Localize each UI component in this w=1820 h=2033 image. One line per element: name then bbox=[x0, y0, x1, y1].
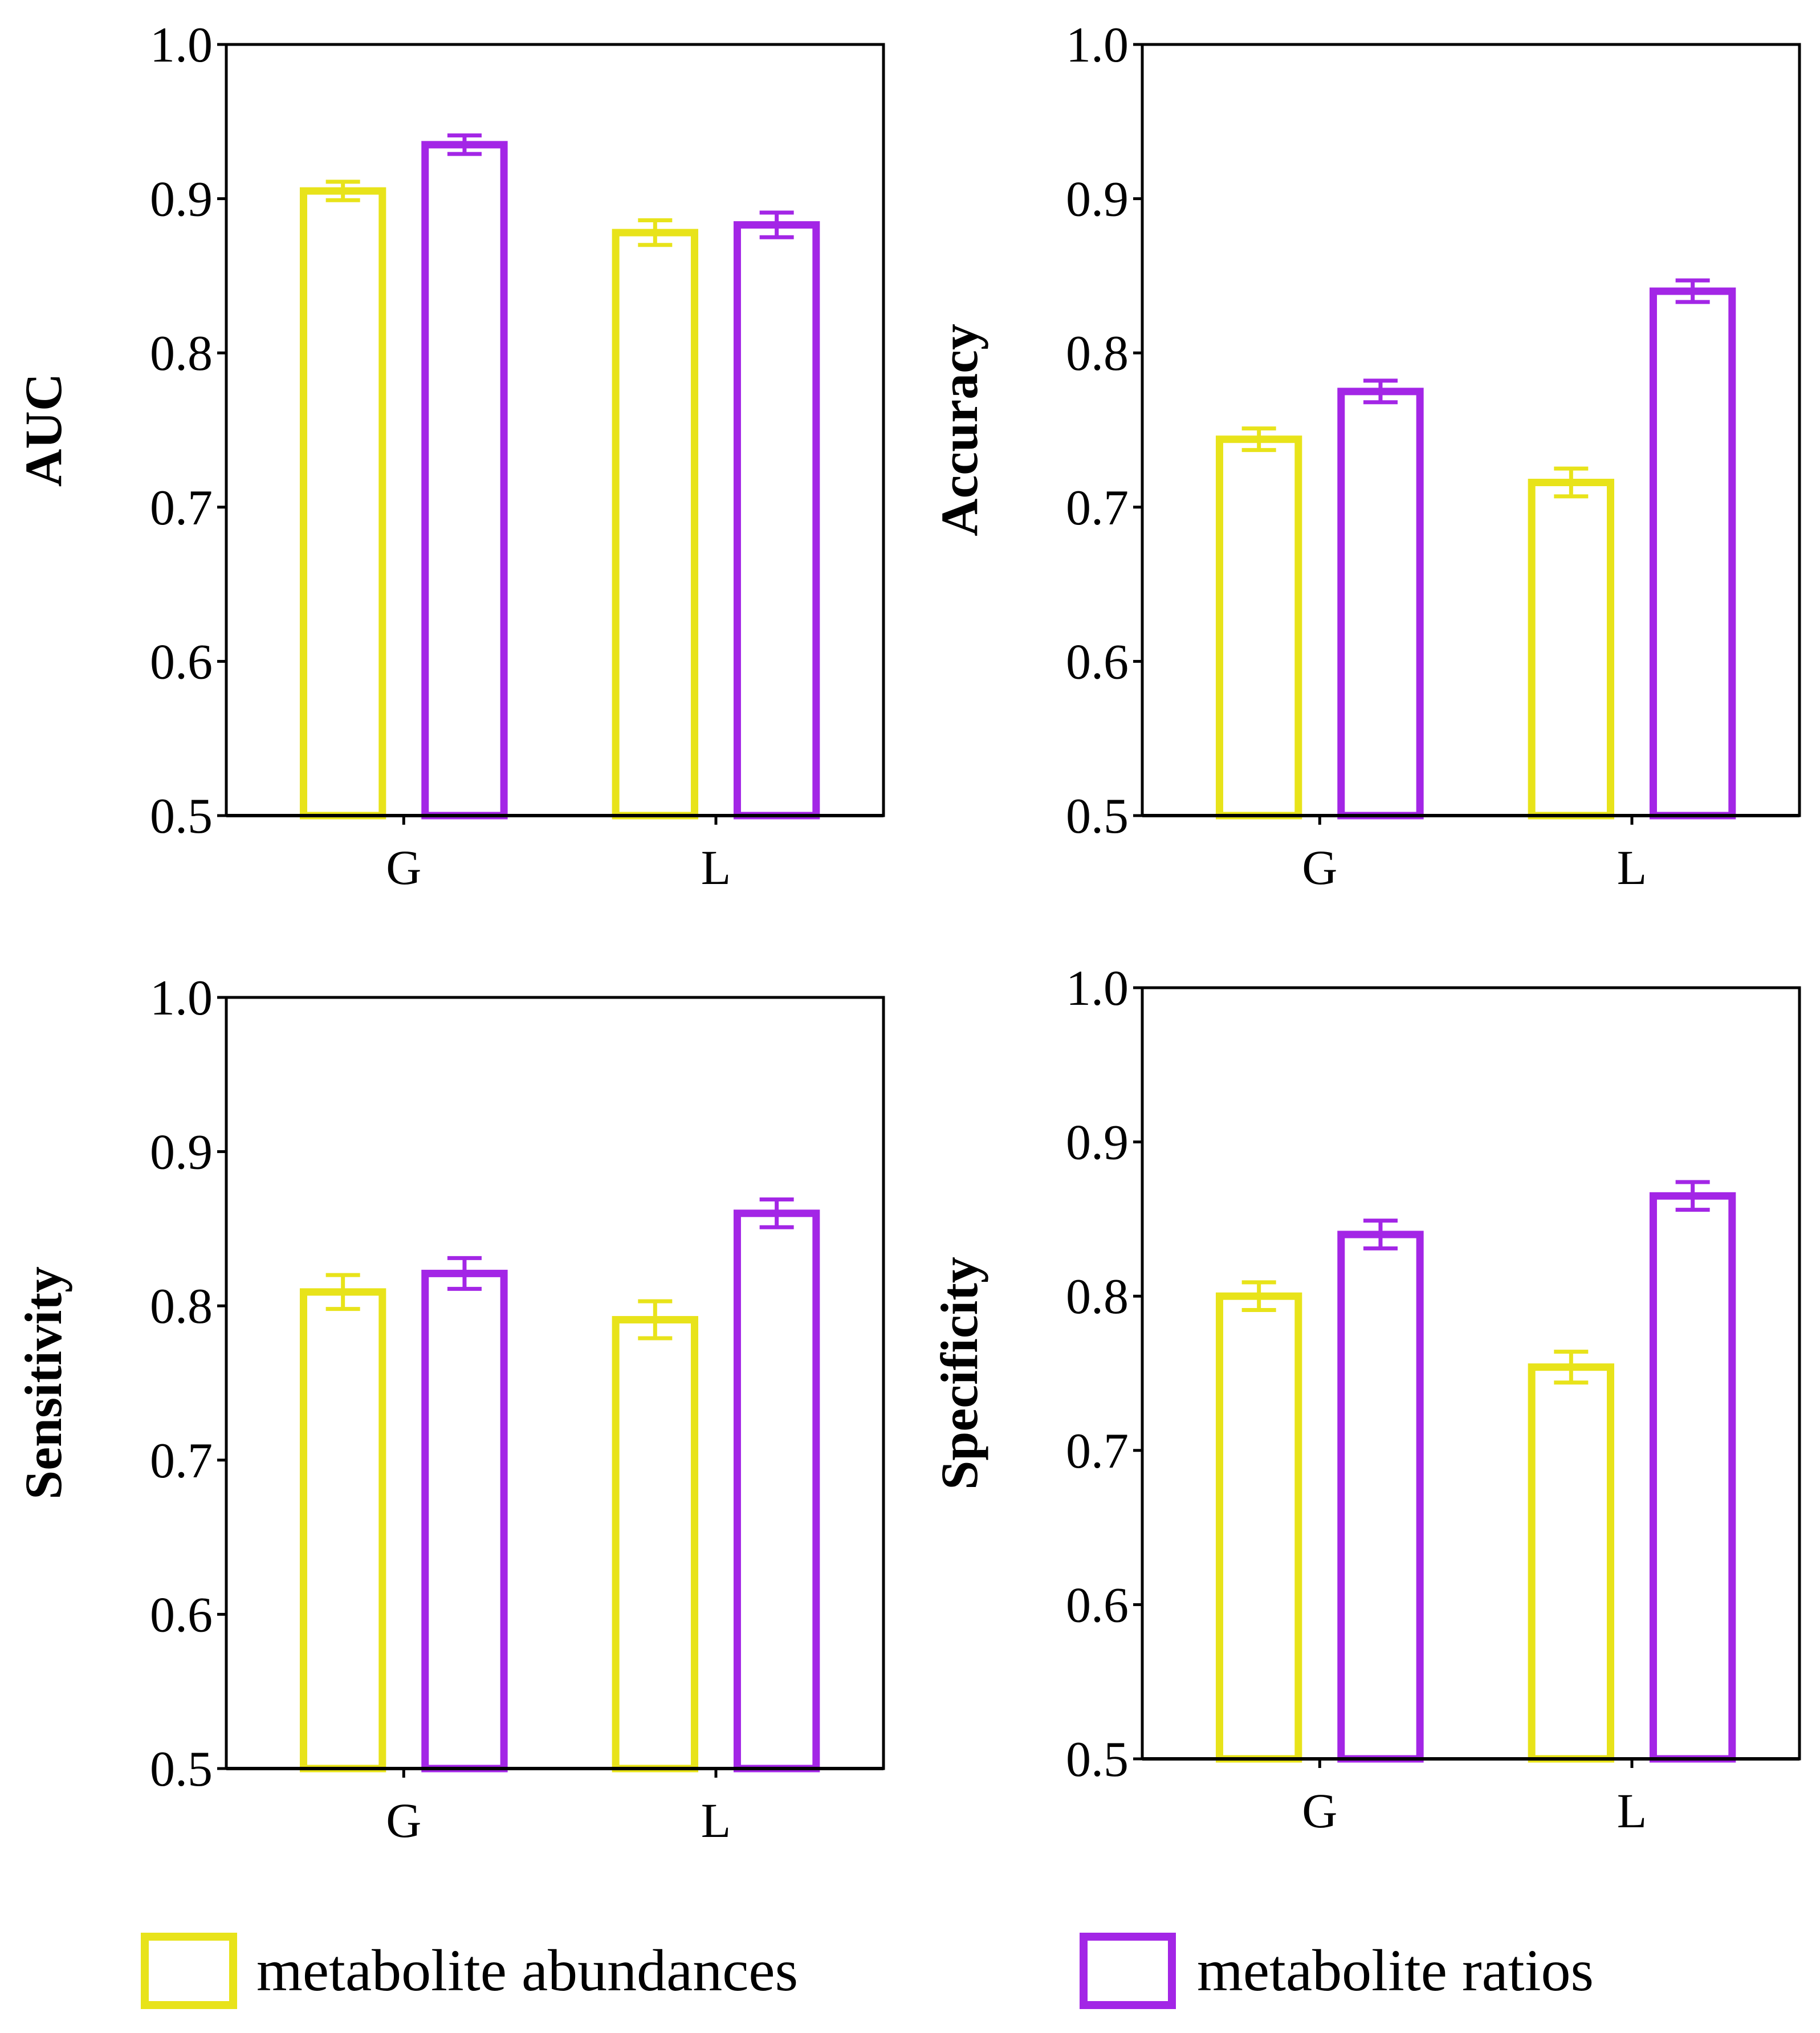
bar-ratios-l bbox=[733, 1209, 820, 1773]
chart-specificity: 0.5 0.6 0.7 0.8 0.9 1.0 Specificity G L bbox=[930, 961, 1801, 1838]
y-tick-label: 0.8 bbox=[1066, 1269, 1129, 1325]
chart-accuracy: 0.5 0.6 0.7 0.8 0.9 1.0 Accuracy G L bbox=[930, 18, 1801, 895]
bar-abundances-g bbox=[1215, 1292, 1302, 1763]
y-axis-title: AUC bbox=[14, 373, 72, 487]
error-bar-ratios-l bbox=[759, 1197, 794, 1229]
y-tick-label: 0.5 bbox=[1066, 789, 1129, 844]
bar-abundances-l bbox=[1528, 1363, 1615, 1763]
y-axis-title: Specificity bbox=[930, 1257, 988, 1490]
x-tick-label: L bbox=[701, 1793, 731, 1848]
bar-abundances-l bbox=[1528, 479, 1615, 820]
y-tick-label: 0.7 bbox=[150, 480, 213, 536]
error-bar-ratios-l bbox=[1675, 278, 1710, 304]
bar-ratios-l bbox=[733, 221, 820, 820]
bar-abundances-l bbox=[612, 1316, 699, 1773]
bar-abundances-g bbox=[299, 187, 386, 820]
error-bar-abundances-g bbox=[1241, 426, 1276, 453]
y-tick-label: 0.9 bbox=[1066, 1115, 1129, 1171]
y-tick-label: 0.8 bbox=[1066, 326, 1129, 381]
x-tick-label: G bbox=[1302, 840, 1337, 895]
chart-panels: 0.5 0.6 0.7 0.8 0.9 1.0 AUC G L 0.5 0.6 0.7 0.8 0.9 1.… bbox=[14, 18, 1801, 1848]
y-tick-label: 0.6 bbox=[1066, 634, 1129, 690]
error-bar-ratios-g bbox=[447, 133, 482, 156]
legend-item-ratios: metabolite ratios bbox=[1080, 1933, 1594, 2009]
legend-item-abundances: metabolite abundances bbox=[141, 1933, 798, 2009]
x-tick-label: L bbox=[1617, 840, 1647, 895]
y-tick-label: 0.5 bbox=[150, 789, 213, 844]
x-tick-label: L bbox=[1617, 1783, 1647, 1838]
error-bar-ratios-g bbox=[1363, 1219, 1398, 1250]
y-tick-label: 0.5 bbox=[150, 1742, 213, 1797]
y-tick-label: 0.6 bbox=[1066, 1578, 1129, 1633]
error-bar-abundances-g bbox=[325, 1273, 360, 1311]
legend-swatch-abundances bbox=[141, 1933, 237, 2009]
error-bar-abundances-g bbox=[1241, 1280, 1276, 1313]
legend: metabolite abundances metabolite ratios bbox=[141, 1933, 1594, 2009]
error-bar-abundances-l bbox=[1554, 1350, 1589, 1385]
bar-ratios-g bbox=[1337, 1231, 1424, 1763]
legend-label-abundances: metabolite abundances bbox=[256, 1938, 798, 2003]
y-tick-label: 1.0 bbox=[150, 18, 213, 73]
bar-ratios-g bbox=[421, 141, 508, 820]
error-bar-ratios-g bbox=[1363, 378, 1398, 405]
bar-ratios-l bbox=[1649, 287, 1736, 820]
chart-auc: 0.5 0.6 0.7 0.8 0.9 1.0 AUC G L bbox=[14, 18, 885, 895]
x-tick-label: G bbox=[386, 1793, 421, 1848]
y-tick-label: 0.6 bbox=[150, 1587, 213, 1643]
y-tick-label: 0.7 bbox=[1066, 1424, 1129, 1479]
y-tick-label: 0.8 bbox=[150, 1279, 213, 1334]
legend-swatch-ratios bbox=[1080, 1933, 1176, 2009]
y-tick-label: 0.7 bbox=[150, 1433, 213, 1489]
error-bar-abundances-l bbox=[1554, 466, 1589, 499]
bar-ratios-l bbox=[1649, 1192, 1736, 1763]
y-tick-label: 0.9 bbox=[1066, 172, 1129, 227]
bar-abundances-g bbox=[299, 1288, 386, 1773]
y-tick-label: 1.0 bbox=[1066, 18, 1129, 73]
y-tick-label: 0.6 bbox=[150, 634, 213, 690]
y-tick-label: 0.9 bbox=[150, 172, 213, 227]
bar-ratios-g bbox=[1337, 388, 1424, 820]
y-tick-label: 0.7 bbox=[1066, 480, 1129, 536]
bar-abundances-l bbox=[612, 229, 699, 820]
y-axis-title: Sensitivity bbox=[14, 1266, 72, 1500]
y-tick-label: 0.8 bbox=[150, 326, 213, 381]
x-tick-label: L bbox=[701, 840, 731, 895]
y-tick-label: 0.9 bbox=[150, 1125, 213, 1180]
error-bar-ratios-l bbox=[759, 210, 794, 239]
bar-ratios-g bbox=[421, 1269, 508, 1773]
error-bar-abundances-l bbox=[638, 218, 673, 247]
error-bar-abundances-l bbox=[638, 1299, 673, 1341]
legend-label-ratios: metabolite ratios bbox=[1197, 1938, 1594, 2003]
y-tick-label: 0.5 bbox=[1066, 1732, 1129, 1787]
error-bar-abundances-g bbox=[325, 180, 360, 202]
error-bar-ratios-g bbox=[447, 1256, 482, 1291]
chart-sensitivity: 0.5 0.6 0.7 0.8 0.9 1.0 Sensitivity G L bbox=[14, 971, 885, 1848]
y-tick-label: 1.0 bbox=[150, 971, 213, 1026]
y-axis-title: Accuracy bbox=[930, 324, 988, 536]
y-tick-label: 1.0 bbox=[1066, 961, 1129, 1016]
bar-abundances-g bbox=[1215, 435, 1302, 820]
error-bar-ratios-l bbox=[1675, 1180, 1710, 1212]
x-tick-label: G bbox=[1302, 1783, 1337, 1838]
x-tick-label: G bbox=[386, 840, 421, 895]
